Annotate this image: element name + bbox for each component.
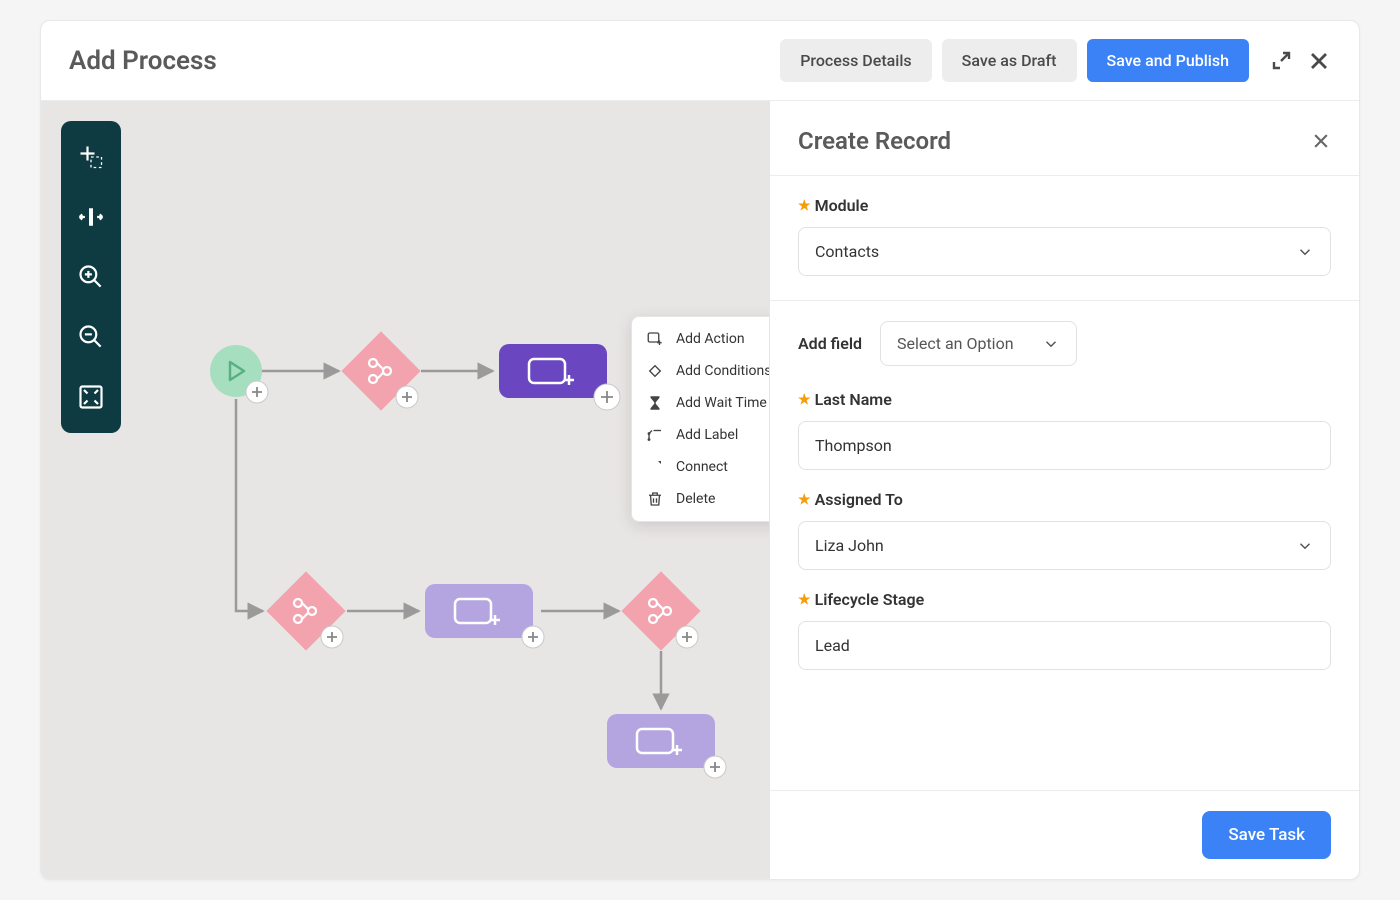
close-icon[interactable] — [1307, 49, 1331, 73]
ctx-label: Add Label — [676, 427, 738, 443]
condition-node[interactable] — [621, 571, 700, 650]
action-icon — [646, 330, 664, 348]
action-node[interactable] — [425, 584, 544, 648]
assigned-to-value: Liza John — [815, 536, 884, 555]
ctx-connect[interactable]: Connect — [632, 451, 769, 483]
assigned-to-select[interactable]: Liza John — [798, 521, 1331, 570]
expand-icon[interactable] — [1269, 49, 1293, 73]
panel-header: Create Record — [770, 101, 1359, 175]
flow-canvas[interactable]: Add Action Add Conditions Add Wait Time … — [41, 101, 769, 879]
ctx-add-action[interactable]: Add Action — [632, 323, 769, 355]
diamond-icon — [646, 362, 664, 380]
chevron-down-icon — [1296, 537, 1314, 555]
module-label: ★Module — [798, 196, 1331, 215]
chevron-down-icon — [1042, 335, 1060, 353]
panel-close-icon[interactable] — [1311, 131, 1331, 151]
lifecycle-label: ★Lifecycle Stage — [798, 590, 1331, 609]
fields-section: Add field Select an Option ★Last Name ★A… — [770, 300, 1359, 714]
body: Add Action Add Conditions Add Wait Time … — [41, 101, 1359, 879]
ctx-label: Connect — [676, 459, 728, 475]
required-star-icon: ★ — [798, 198, 811, 214]
save-draft-button[interactable]: Save as Draft — [942, 39, 1077, 82]
add-field-row: Add field Select an Option — [798, 321, 1331, 366]
lifecycle-block: ★Lifecycle Stage — [798, 590, 1331, 670]
panel-body: ★Module Contacts Add field Select an Opt… — [770, 175, 1359, 790]
ctx-add-label[interactable]: Add Label — [632, 419, 769, 451]
condition-node[interactable] — [341, 331, 420, 410]
ctx-label: Delete — [676, 491, 715, 507]
process-details-button[interactable]: Process Details — [780, 39, 931, 82]
ctx-label: Add Wait Time — [676, 395, 767, 411]
module-select[interactable]: Contacts — [798, 227, 1331, 276]
lifecycle-input[interactable] — [798, 621, 1331, 670]
page-title: Add Process — [69, 46, 770, 76]
required-star-icon: ★ — [798, 592, 811, 608]
hourglass-icon — [646, 394, 664, 412]
save-publish-button[interactable]: Save and Publish — [1087, 39, 1249, 82]
action-node[interactable] — [607, 714, 726, 778]
ctx-add-wait[interactable]: Add Wait Time — [632, 387, 769, 419]
module-section: ★Module Contacts — [770, 175, 1359, 300]
chevron-down-icon — [1296, 243, 1314, 261]
condition-node[interactable] — [266, 571, 345, 650]
panel-footer: Save Task — [770, 790, 1359, 879]
app-root: Add Process Process Details Save as Draf… — [40, 20, 1360, 880]
label-icon — [646, 426, 664, 444]
trash-icon — [646, 490, 664, 508]
last-name-label: ★Last Name — [798, 390, 1331, 409]
ctx-add-conditions[interactable]: Add Conditions — [632, 355, 769, 387]
edge — [236, 399, 263, 611]
required-star-icon: ★ — [798, 492, 811, 508]
add-field-select[interactable]: Select an Option — [880, 321, 1077, 366]
panel-title: Create Record — [798, 127, 1311, 155]
create-record-panel: Create Record ★Module Contacts Add field — [769, 101, 1359, 879]
chevron-up-icon — [768, 330, 769, 348]
start-node[interactable] — [210, 345, 268, 403]
last-name-block: ★Last Name — [798, 390, 1331, 470]
add-field-placeholder: Select an Option — [897, 334, 1014, 353]
context-menu: Add Action Add Conditions Add Wait Time … — [631, 316, 769, 522]
ctx-delete[interactable]: Delete — [632, 483, 769, 515]
assigned-to-block: ★Assigned To Liza John — [798, 490, 1331, 570]
save-task-button[interactable]: Save Task — [1202, 811, 1331, 859]
header-icons — [1269, 49, 1331, 73]
required-star-icon: ★ — [798, 392, 811, 408]
header: Add Process Process Details Save as Draf… — [41, 21, 1359, 101]
ctx-label: Add Conditions — [676, 363, 769, 379]
ctx-label: Add Action — [676, 331, 745, 347]
last-name-input[interactable] — [798, 421, 1331, 470]
connect-icon — [646, 458, 664, 476]
module-value: Contacts — [815, 242, 879, 261]
action-node-selected[interactable] — [499, 344, 620, 410]
add-field-label: Add field — [798, 334, 862, 353]
assigned-to-label: ★Assigned To — [798, 490, 1331, 509]
